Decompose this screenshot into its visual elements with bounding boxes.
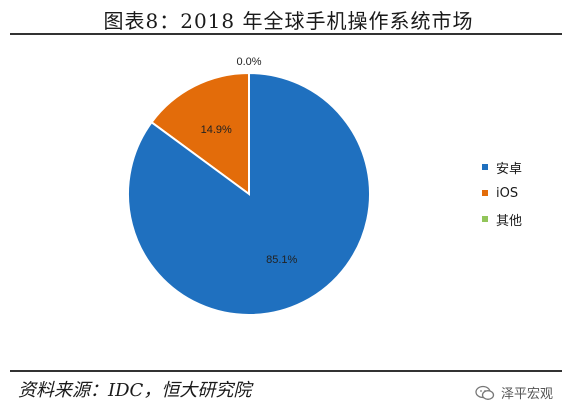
legend-swatch-ios: [482, 190, 488, 196]
pie-data-labels: 0.0% 14.9% 85.1%: [201, 56, 298, 266]
watermark-text: 泽平宏观: [501, 387, 554, 402]
data-label-other: 0.0%: [236, 56, 261, 68]
data-label-android: 85.1%: [266, 254, 297, 266]
legend-item-android: 安卓: [482, 157, 522, 177]
legend-item-ios: iOS: [482, 183, 522, 203]
legend-label-ios: iOS: [496, 185, 519, 201]
legend-swatch-other: [482, 216, 488, 222]
top-divider: [10, 33, 562, 35]
source-note: 资料来源：IDC，恒大研究院: [18, 380, 252, 401]
bottom-divider: [10, 370, 562, 372]
pie-slices: [127, 71, 371, 316]
legend-label-android: 安卓: [496, 161, 523, 177]
chart-title: 图表8：2018 年全球手机操作系统市场: [103, 9, 474, 33]
legend-item-other: 其他: [482, 209, 522, 229]
wechat-icon: [475, 385, 495, 400]
chart-legend: 安卓 iOS 其他: [482, 157, 522, 235]
legend-label-other: 其他: [496, 213, 523, 229]
pie-slice-ios: [150, 71, 250, 196]
watermark: 泽平宏观: [475, 383, 553, 402]
data-label-ios: 14.9%: [201, 124, 232, 136]
legend-swatch-android: [482, 164, 488, 170]
pie-slice-android: [127, 71, 371, 316]
